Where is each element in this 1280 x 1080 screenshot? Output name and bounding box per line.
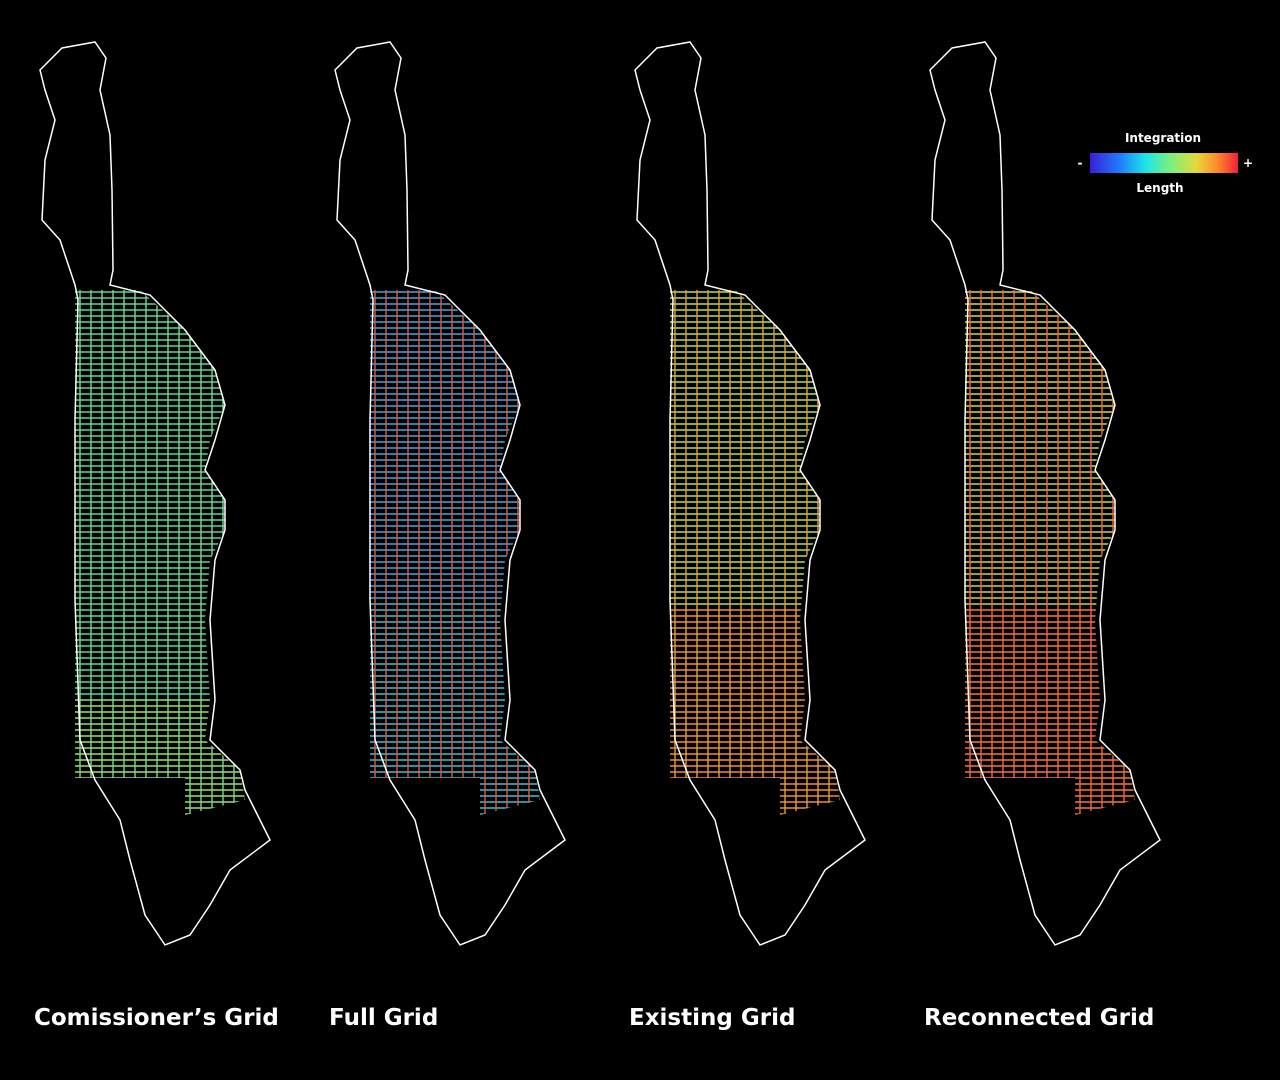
island-outline (39, 41, 271, 946)
legend-title: Integration (1125, 131, 1201, 145)
street-grid (670, 290, 840, 815)
map-caption: Comissioner’s Grid (34, 1005, 279, 1031)
map-panel: Full Grid (329, 41, 566, 1031)
map-panel: Existing Grid (629, 41, 866, 1031)
island-outline (334, 41, 566, 946)
legend-subtitle: Length (1136, 181, 1183, 195)
island-outline (929, 41, 1161, 946)
legend-min: - (1078, 156, 1083, 170)
street-grid (75, 290, 245, 815)
legend: Integration - + Length (1078, 131, 1254, 195)
map-caption: Existing Grid (629, 1005, 795, 1031)
island-outline (634, 41, 866, 946)
street-grid (370, 290, 540, 815)
street-grid (965, 290, 1135, 815)
map-caption: Full Grid (329, 1005, 438, 1031)
map-panel: Comissioner’s Grid (34, 41, 279, 1031)
map-caption: Reconnected Grid (924, 1005, 1154, 1031)
map-panel: Reconnected Grid (924, 41, 1161, 1031)
legend-ramp (1090, 153, 1238, 173)
maps: Comissioner’s Grid Full Grid Existing Grid… (34, 41, 1161, 1031)
legend-max: + (1243, 156, 1253, 170)
